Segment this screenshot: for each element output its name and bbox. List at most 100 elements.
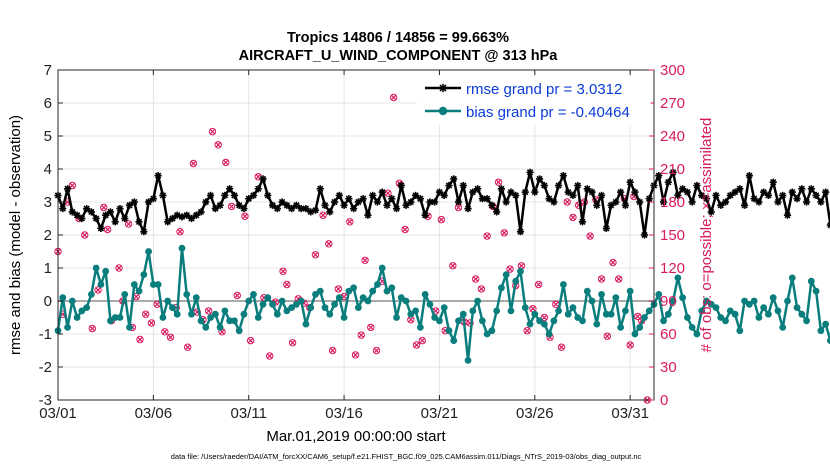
bias-point	[822, 320, 830, 328]
bias-point	[288, 304, 296, 311]
obs-possible-marker	[124, 220, 133, 228]
obs-count-point	[94, 286, 102, 294]
bias-point	[598, 291, 605, 298]
rmse-point	[473, 185, 482, 193]
bias-point	[512, 277, 520, 285]
obs-possible-marker	[147, 319, 156, 327]
obs-assimilated-marker	[478, 285, 485, 292]
bias-point	[550, 317, 558, 325]
rmse-point	[726, 191, 734, 199]
bias-point	[173, 310, 181, 318]
obs-assimilated-marker	[312, 251, 319, 258]
asterisk-stroke	[64, 185, 71, 192]
bias-point	[421, 291, 429, 298]
obs-count-point	[189, 159, 198, 168]
bias-point	[345, 287, 353, 295]
asterisk-stroke	[293, 202, 300, 209]
bias-point	[254, 314, 262, 321]
bias-point	[269, 300, 276, 308]
obs-assimilated-marker	[190, 160, 197, 167]
asterisk-stroke	[340, 202, 348, 209]
asterisk-stroke	[808, 185, 815, 192]
obs-possible-marker	[361, 256, 369, 264]
obs-possible-marker	[483, 232, 491, 240]
asterisk-stroke	[240, 205, 248, 212]
rmse-point	[745, 172, 753, 180]
bias-point	[126, 324, 133, 331]
rmse-point	[254, 185, 262, 193]
bias-point	[726, 307, 734, 315]
rmse-point	[764, 191, 773, 199]
asterisk-stroke	[421, 212, 429, 219]
obs-assimilated-marker	[320, 212, 327, 219]
bias-point	[526, 320, 534, 328]
x-tick-label: 03/01	[39, 405, 77, 422]
rmse-point	[712, 191, 720, 199]
data-file-note: data file: /Users/raeder/DAI/ATM_forcXX/…	[171, 452, 642, 461]
bias-point	[140, 271, 148, 278]
bias-point	[83, 304, 91, 311]
rmse-point	[626, 178, 634, 186]
rmse-point	[454, 198, 463, 206]
bias-point	[354, 304, 362, 311]
obs-count-point	[328, 346, 337, 355]
rmse-point	[92, 214, 100, 223]
bias-point	[588, 297, 596, 305]
asterisk-stroke	[169, 215, 176, 222]
rmse-point	[698, 191, 706, 199]
rmse-point	[793, 195, 801, 203]
obs-assimilated-marker	[484, 233, 491, 240]
bias-point	[798, 310, 806, 318]
asterisk-stroke	[607, 202, 615, 209]
asterisk-stroke	[693, 182, 701, 189]
y-right-tick-label: 150	[660, 227, 685, 244]
rmse-point	[636, 198, 644, 206]
obs-possible-marker	[88, 324, 97, 333]
obs-possible-marker	[325, 240, 333, 248]
bias-point	[188, 310, 195, 318]
asterisk-stroke	[321, 202, 329, 209]
bias-point	[669, 297, 677, 305]
bias-point	[636, 324, 644, 331]
obs-assimilated-marker	[634, 313, 641, 320]
bias-point	[326, 310, 334, 318]
asterisk-stroke	[83, 205, 90, 212]
asterisk-stroke	[503, 198, 510, 206]
rmse-point	[121, 214, 129, 223]
rmse-point	[440, 191, 448, 199]
bias-point	[579, 317, 586, 325]
bias-point	[216, 324, 224, 331]
asterisk-stroke	[193, 212, 200, 219]
bias-point	[226, 317, 234, 325]
bias-point	[273, 310, 281, 318]
obs-count-point	[233, 291, 241, 300]
y-left-tick-label: -3	[39, 392, 52, 409]
asterisk-stroke	[755, 198, 763, 206]
rmse-point	[750, 195, 758, 203]
obs-assimilated-marker	[218, 328, 226, 335]
asterisk-stroke	[183, 212, 190, 219]
asterisk-stroke	[679, 185, 686, 192]
rmse-point	[164, 218, 172, 226]
obs-assimilated-marker	[325, 240, 332, 247]
rmse-point	[559, 172, 568, 180]
obs-count-point	[208, 127, 217, 136]
bias-point	[469, 307, 477, 315]
asterisk-stroke	[255, 185, 262, 192]
obs-count-point	[88, 324, 97, 333]
asterisk-stroke	[336, 192, 343, 199]
obs-possible-marker	[246, 336, 255, 345]
asterisk-stroke	[827, 221, 830, 226]
bias-point	[307, 304, 315, 311]
obs-count-point	[483, 232, 491, 240]
obs-possible-marker	[569, 213, 577, 222]
bias-point	[540, 320, 548, 328]
bias-point	[474, 297, 481, 305]
obs-assimilated-marker	[148, 319, 155, 327]
rmse-point	[721, 198, 730, 206]
rmse-point	[288, 205, 296, 213]
obs-possible-marker	[351, 351, 360, 359]
rmse-point	[664, 178, 672, 186]
obs-count-point	[68, 181, 77, 190]
bias-point	[536, 317, 543, 325]
